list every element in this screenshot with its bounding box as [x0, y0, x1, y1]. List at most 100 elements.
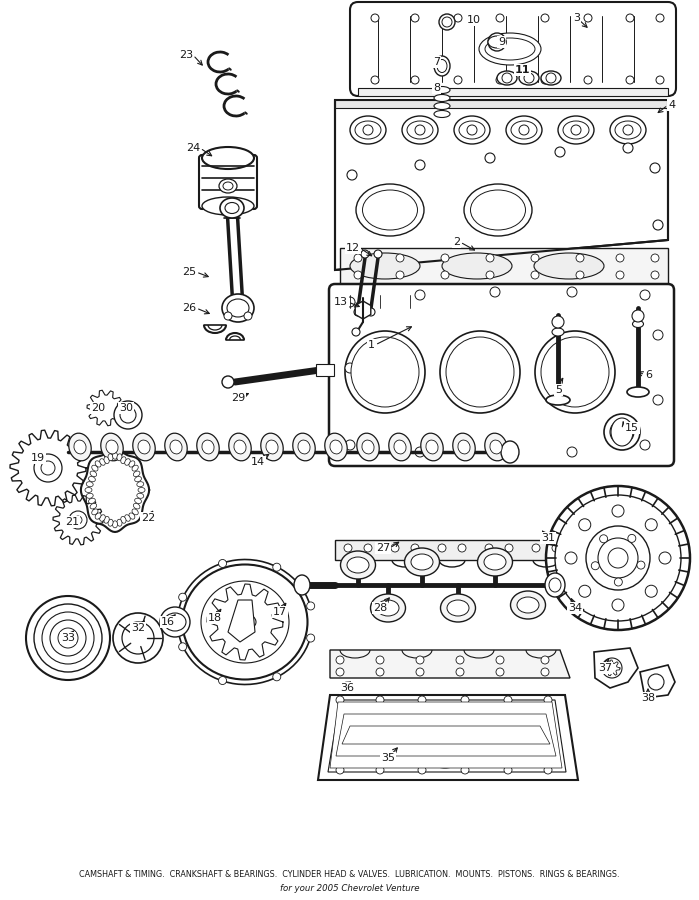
Text: 31: 31	[541, 533, 555, 543]
Ellipse shape	[490, 440, 502, 454]
Ellipse shape	[223, 182, 233, 190]
Ellipse shape	[394, 440, 406, 454]
Circle shape	[42, 612, 94, 664]
Circle shape	[496, 656, 504, 664]
Text: 34: 34	[568, 603, 582, 613]
Ellipse shape	[454, 116, 490, 144]
Text: 14: 14	[251, 457, 265, 467]
Text: 23: 23	[179, 50, 193, 60]
Ellipse shape	[74, 440, 86, 454]
Ellipse shape	[511, 121, 537, 139]
Circle shape	[591, 562, 599, 570]
Ellipse shape	[108, 454, 113, 461]
Text: 12: 12	[346, 243, 360, 253]
Circle shape	[441, 254, 449, 262]
Ellipse shape	[517, 597, 539, 613]
Text: 3: 3	[573, 13, 580, 23]
FancyBboxPatch shape	[329, 284, 674, 466]
Ellipse shape	[611, 418, 633, 446]
Polygon shape	[328, 700, 566, 772]
Circle shape	[626, 14, 634, 22]
Polygon shape	[604, 660, 620, 676]
Ellipse shape	[340, 551, 375, 579]
Text: 15: 15	[625, 423, 639, 433]
Circle shape	[461, 696, 469, 704]
Ellipse shape	[510, 591, 545, 619]
Ellipse shape	[325, 433, 347, 461]
Text: 17: 17	[273, 607, 287, 617]
Text: 26: 26	[182, 303, 196, 313]
Circle shape	[567, 287, 577, 297]
Ellipse shape	[92, 508, 98, 515]
Circle shape	[584, 76, 592, 84]
Ellipse shape	[104, 517, 109, 523]
Ellipse shape	[137, 482, 144, 487]
Ellipse shape	[101, 433, 123, 461]
Text: 25: 25	[182, 267, 196, 277]
Ellipse shape	[85, 488, 92, 492]
Circle shape	[532, 544, 540, 552]
Circle shape	[160, 607, 190, 637]
Circle shape	[524, 73, 534, 83]
Circle shape	[367, 308, 375, 316]
Text: 20: 20	[91, 403, 105, 413]
Circle shape	[555, 495, 681, 621]
Circle shape	[612, 505, 624, 517]
Ellipse shape	[345, 331, 425, 413]
Circle shape	[600, 535, 607, 543]
Circle shape	[371, 76, 379, 84]
Circle shape	[541, 76, 549, 84]
Text: 32: 32	[131, 623, 145, 633]
Circle shape	[391, 544, 399, 552]
Ellipse shape	[362, 440, 374, 454]
Circle shape	[307, 634, 315, 642]
Ellipse shape	[201, 581, 289, 663]
Ellipse shape	[355, 121, 381, 139]
Ellipse shape	[442, 253, 512, 279]
Ellipse shape	[558, 116, 594, 144]
Text: 28: 28	[373, 603, 387, 613]
Ellipse shape	[261, 433, 283, 461]
Circle shape	[456, 668, 464, 676]
Circle shape	[416, 656, 424, 664]
Ellipse shape	[506, 116, 542, 144]
Polygon shape	[594, 648, 638, 688]
Circle shape	[656, 14, 664, 22]
Polygon shape	[640, 665, 675, 698]
Ellipse shape	[135, 476, 141, 482]
Ellipse shape	[426, 440, 438, 454]
Circle shape	[396, 254, 404, 262]
Circle shape	[352, 328, 360, 336]
Ellipse shape	[298, 440, 310, 454]
Circle shape	[336, 668, 344, 676]
Ellipse shape	[234, 440, 246, 454]
Polygon shape	[330, 702, 562, 768]
Polygon shape	[53, 495, 103, 544]
Ellipse shape	[92, 465, 98, 471]
Circle shape	[411, 14, 419, 22]
Circle shape	[222, 376, 234, 388]
Circle shape	[354, 254, 362, 262]
Circle shape	[418, 766, 426, 774]
Ellipse shape	[488, 36, 506, 48]
Circle shape	[371, 14, 379, 22]
Ellipse shape	[106, 440, 118, 454]
Ellipse shape	[610, 116, 646, 144]
Ellipse shape	[164, 613, 186, 631]
Circle shape	[456, 656, 464, 664]
Circle shape	[645, 585, 657, 598]
Circle shape	[415, 447, 425, 457]
Circle shape	[637, 561, 645, 569]
Ellipse shape	[627, 387, 649, 397]
Circle shape	[374, 250, 382, 258]
Circle shape	[505, 544, 513, 552]
Ellipse shape	[407, 121, 433, 139]
Circle shape	[418, 696, 426, 704]
Text: 1: 1	[368, 340, 375, 350]
Ellipse shape	[137, 493, 144, 499]
Circle shape	[579, 585, 591, 598]
Text: 11: 11	[515, 65, 531, 75]
Ellipse shape	[541, 71, 561, 85]
Ellipse shape	[134, 471, 140, 477]
Ellipse shape	[633, 320, 644, 328]
